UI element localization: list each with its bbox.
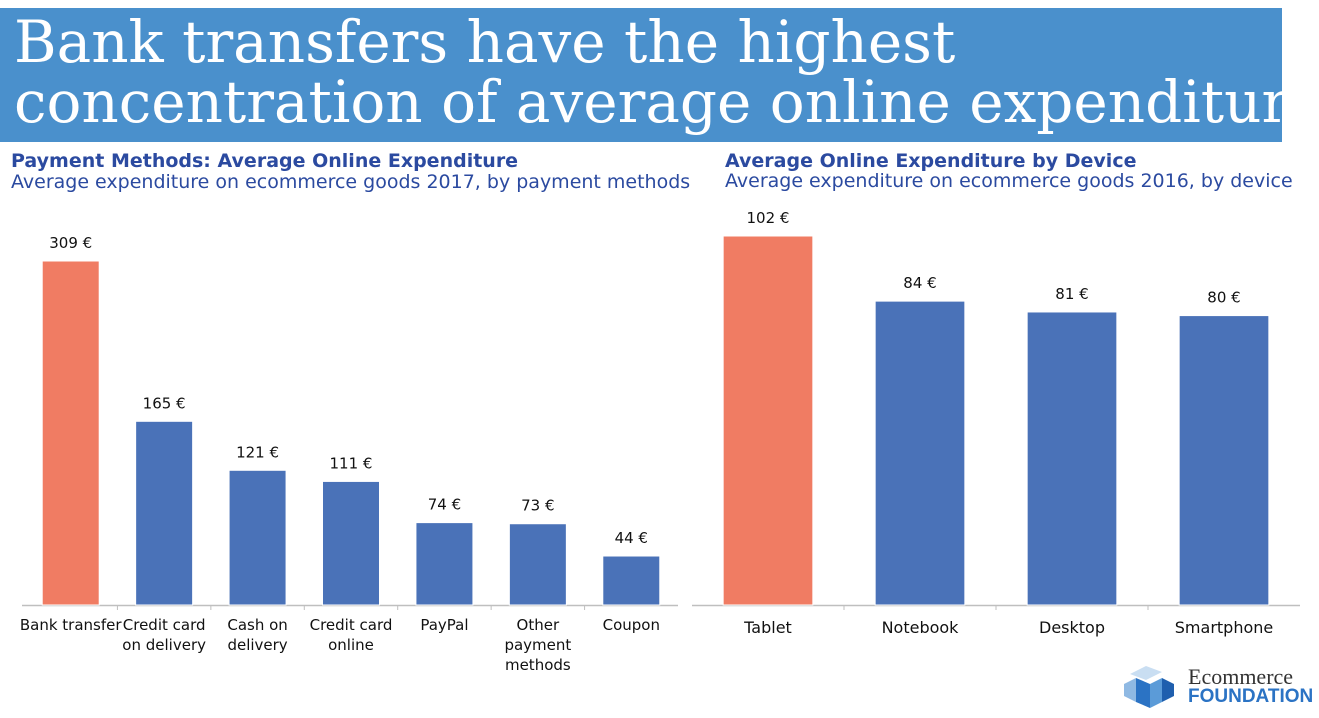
bar [874, 300, 966, 606]
logo-name: Ecommerce [1188, 664, 1294, 689]
data-label: 80 € [1207, 289, 1240, 307]
bar [41, 260, 100, 606]
headline-line-1: Bank transfers have the highest [14, 8, 956, 76]
headline: Bank transfers have the highest concentr… [14, 8, 1319, 136]
payment-methods-chart: 309 € Bank transfer 165 € Credit card on del… [20, 234, 678, 674]
data-label: 44 € [615, 529, 648, 547]
data-label: 81 € [1055, 285, 1088, 303]
bar [602, 555, 661, 606]
bar [228, 469, 287, 606]
right-chart-title: Average Online Expenditure by Device [725, 150, 1137, 172]
data-label: 84 € [903, 274, 936, 292]
category-label: Bank transfer [20, 616, 123, 634]
left-chart-subtitle: Average expenditure on ecommerce goods 2… [11, 171, 691, 193]
category-label: Coupon [603, 616, 660, 634]
category-label: Desktop [1039, 618, 1105, 637]
bar [415, 522, 474, 606]
category-label: Notebook [882, 618, 960, 637]
bar [508, 523, 567, 606]
data-label: 309 € [49, 234, 92, 252]
data-label: 121 € [236, 443, 279, 461]
bar [1026, 311, 1118, 606]
category-label: PayPal [420, 616, 468, 634]
data-label: 74 € [428, 496, 461, 514]
headline-line-2: concentration of average online expendit… [14, 68, 1319, 136]
category-label: Credit card on delivery [122, 616, 206, 654]
bar [1178, 315, 1270, 606]
cube-logo-icon [1124, 666, 1174, 708]
category-label: Cash on delivery [227, 616, 287, 654]
data-label: 111 € [330, 454, 373, 472]
data-label: 73 € [521, 497, 554, 515]
logo-sub: FOUNDATION [1188, 686, 1314, 707]
bar [135, 420, 194, 606]
bar [722, 235, 814, 606]
ecommerce-foundation-logo: Ecommerce FOUNDATION [1116, 656, 1316, 716]
category-label: Credit card online [310, 616, 393, 654]
headline-banner [0, 8, 1282, 142]
category-label: Other payment methods [504, 616, 571, 674]
data-label: 165 € [143, 394, 186, 412]
bar [322, 480, 380, 606]
device-chart: 102 € Tablet 84 € Notebook 81 € Desktop 80 € Sm… [692, 209, 1300, 637]
left-chart-title: Payment Methods: Average Online Expendit… [11, 150, 519, 172]
category-label: Tablet [743, 618, 792, 637]
data-label: 102 € [747, 209, 790, 227]
category-label: Smartphone [1175, 618, 1273, 637]
right-chart-subtitle: Average expenditure on ecommerce goods 2… [725, 170, 1293, 192]
